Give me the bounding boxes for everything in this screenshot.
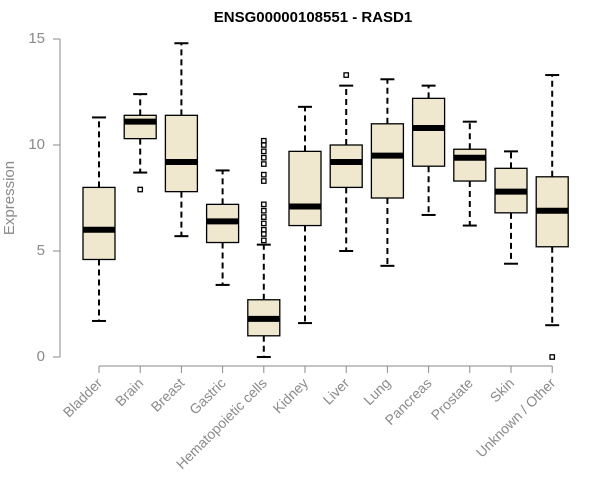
outlier-point (260, 161, 267, 167)
box-iqr (453, 148, 487, 182)
box-group (370, 78, 405, 267)
x-tick-label: Lung (360, 375, 393, 408)
outlier-point (260, 148, 267, 155)
box-iqr (164, 114, 199, 193)
box-group (535, 74, 569, 360)
x-tick-label: Brain (112, 375, 146, 409)
outlier-point (260, 226, 267, 233)
outlier-point (260, 137, 267, 144)
x-tick-label: Breast (148, 375, 188, 415)
x-tick-label: Kidney (270, 375, 312, 417)
box-group (411, 84, 446, 216)
box-group (247, 137, 281, 358)
y-tick-label: 15 (28, 30, 45, 47)
outlier-point (260, 207, 267, 214)
outlier-point (260, 154, 267, 161)
box-group (453, 120, 487, 227)
box-iqr (329, 144, 363, 189)
box-series (82, 42, 569, 360)
box-group (288, 105, 322, 325)
box-iqr (288, 150, 322, 227)
outlier-point (260, 201, 267, 208)
box-iqr (370, 123, 405, 199)
x-tick-label: Liver (320, 375, 353, 408)
chart-title: ENSG00000108551 - RASD1 (214, 9, 412, 26)
y-axis-label: Expression (1, 161, 18, 235)
outlier-point (260, 237, 267, 244)
y-tick-label: 10 (28, 136, 45, 153)
x-tick-label: Skin (487, 375, 518, 406)
outlier-point (260, 220, 267, 227)
outlier-point (260, 178, 267, 184)
box-group (82, 116, 116, 322)
y-tick-label: 5 (37, 242, 45, 259)
outlier-point (137, 186, 144, 193)
box-iqr (411, 97, 446, 167)
box-group (205, 169, 240, 286)
x-tick-label: Bladder (60, 375, 106, 421)
box-iqr (82, 186, 116, 261)
outlier-point (260, 214, 267, 220)
y-axis: 0 5 10 15 (28, 30, 61, 365)
box-group (164, 42, 199, 238)
box-group (123, 93, 157, 193)
outlier-point (549, 354, 556, 360)
x-tick-label: Prostate (428, 375, 476, 423)
box-group (329, 72, 363, 252)
outlier-point (260, 171, 267, 178)
outlier-point (343, 72, 350, 78)
y-tick-label: 0 (37, 348, 45, 365)
box-group (494, 150, 528, 265)
